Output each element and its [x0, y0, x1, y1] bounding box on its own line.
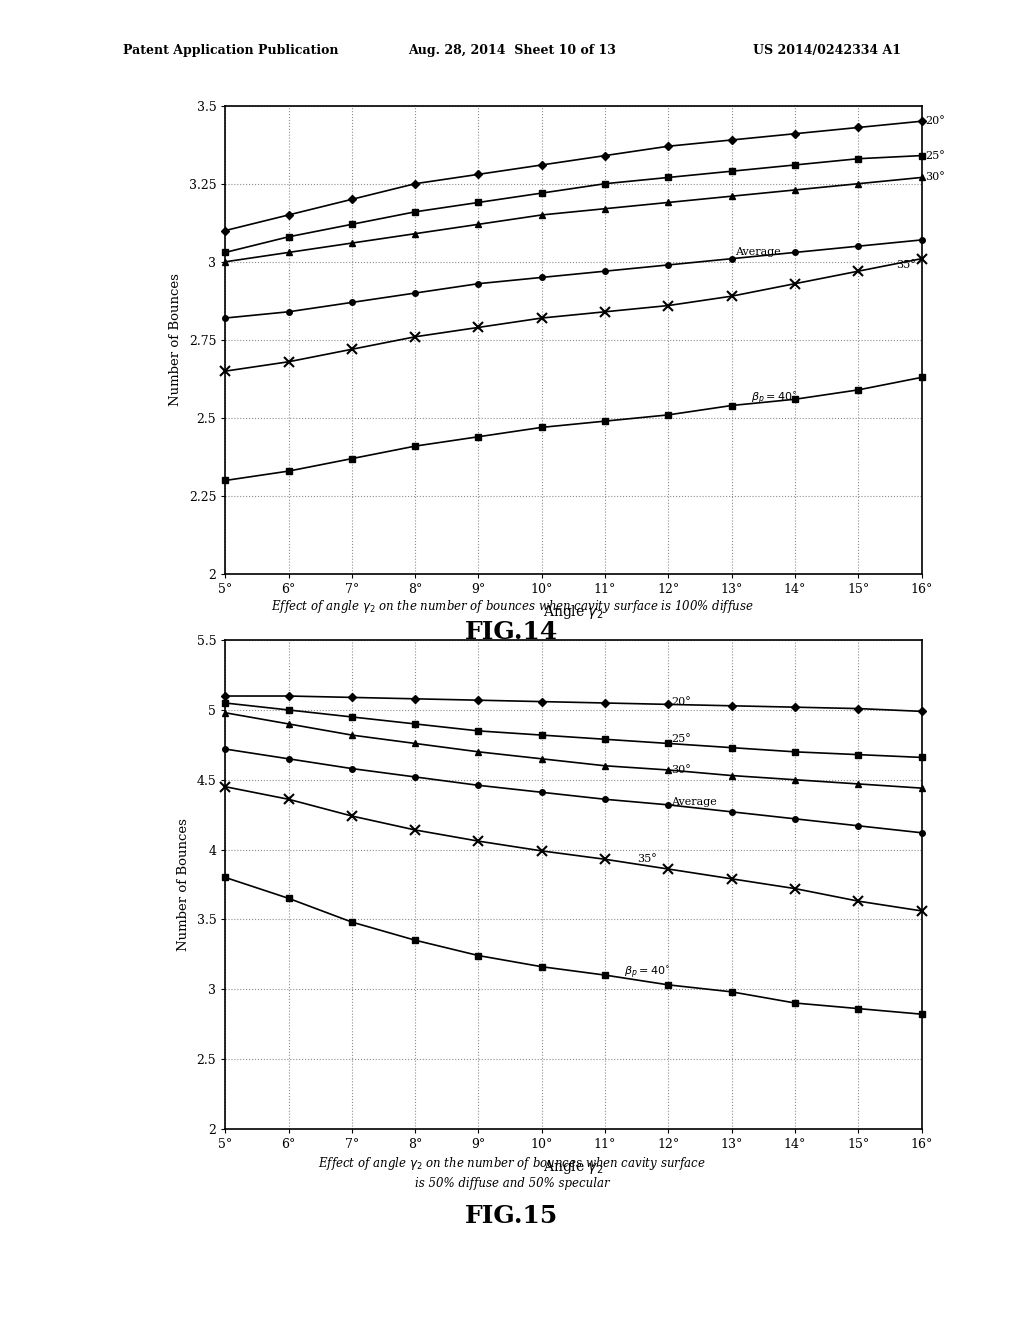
Text: 35°: 35°	[637, 854, 656, 865]
Text: US 2014/0242334 A1: US 2014/0242334 A1	[753, 44, 901, 57]
Text: $\beta_p =40^{\circ}$: $\beta_p =40^{\circ}$	[624, 964, 670, 981]
Text: 30°: 30°	[672, 766, 691, 775]
X-axis label: Angle $\gamma_2$: Angle $\gamma_2$	[544, 603, 603, 622]
Text: Average: Average	[735, 247, 780, 257]
Text: FIG.15: FIG.15	[465, 1204, 559, 1228]
X-axis label: Angle $\gamma_2$: Angle $\gamma_2$	[544, 1158, 603, 1176]
Text: 30°: 30°	[925, 173, 944, 182]
Text: Aug. 28, 2014  Sheet 10 of 13: Aug. 28, 2014 Sheet 10 of 13	[408, 44, 616, 57]
Y-axis label: Number of Bounces: Number of Bounces	[176, 818, 189, 950]
Text: 20°: 20°	[672, 697, 691, 706]
Text: Effect of angle $\gamma_2$ on the number of bounces when cavity surface is 100% : Effect of angle $\gamma_2$ on the number…	[270, 598, 754, 615]
Text: Effect of angle $\gamma_2$ on the number of bounces when cavity surface: Effect of angle $\gamma_2$ on the number…	[318, 1155, 706, 1172]
Text: FIG.14: FIG.14	[465, 620, 559, 644]
Text: 25°: 25°	[925, 150, 944, 161]
Text: 35°: 35°	[896, 260, 916, 269]
Text: 20°: 20°	[925, 116, 944, 127]
Text: Average: Average	[672, 797, 717, 807]
Text: $\beta_p =40^{\circ}$: $\beta_p =40^{\circ}$	[751, 391, 797, 408]
Text: Patent Application Publication: Patent Application Publication	[123, 44, 338, 57]
Text: is 50% diffuse and 50% specular: is 50% diffuse and 50% specular	[415, 1177, 609, 1191]
Y-axis label: Number of Bounces: Number of Bounces	[169, 273, 181, 407]
Text: 25°: 25°	[672, 734, 691, 744]
